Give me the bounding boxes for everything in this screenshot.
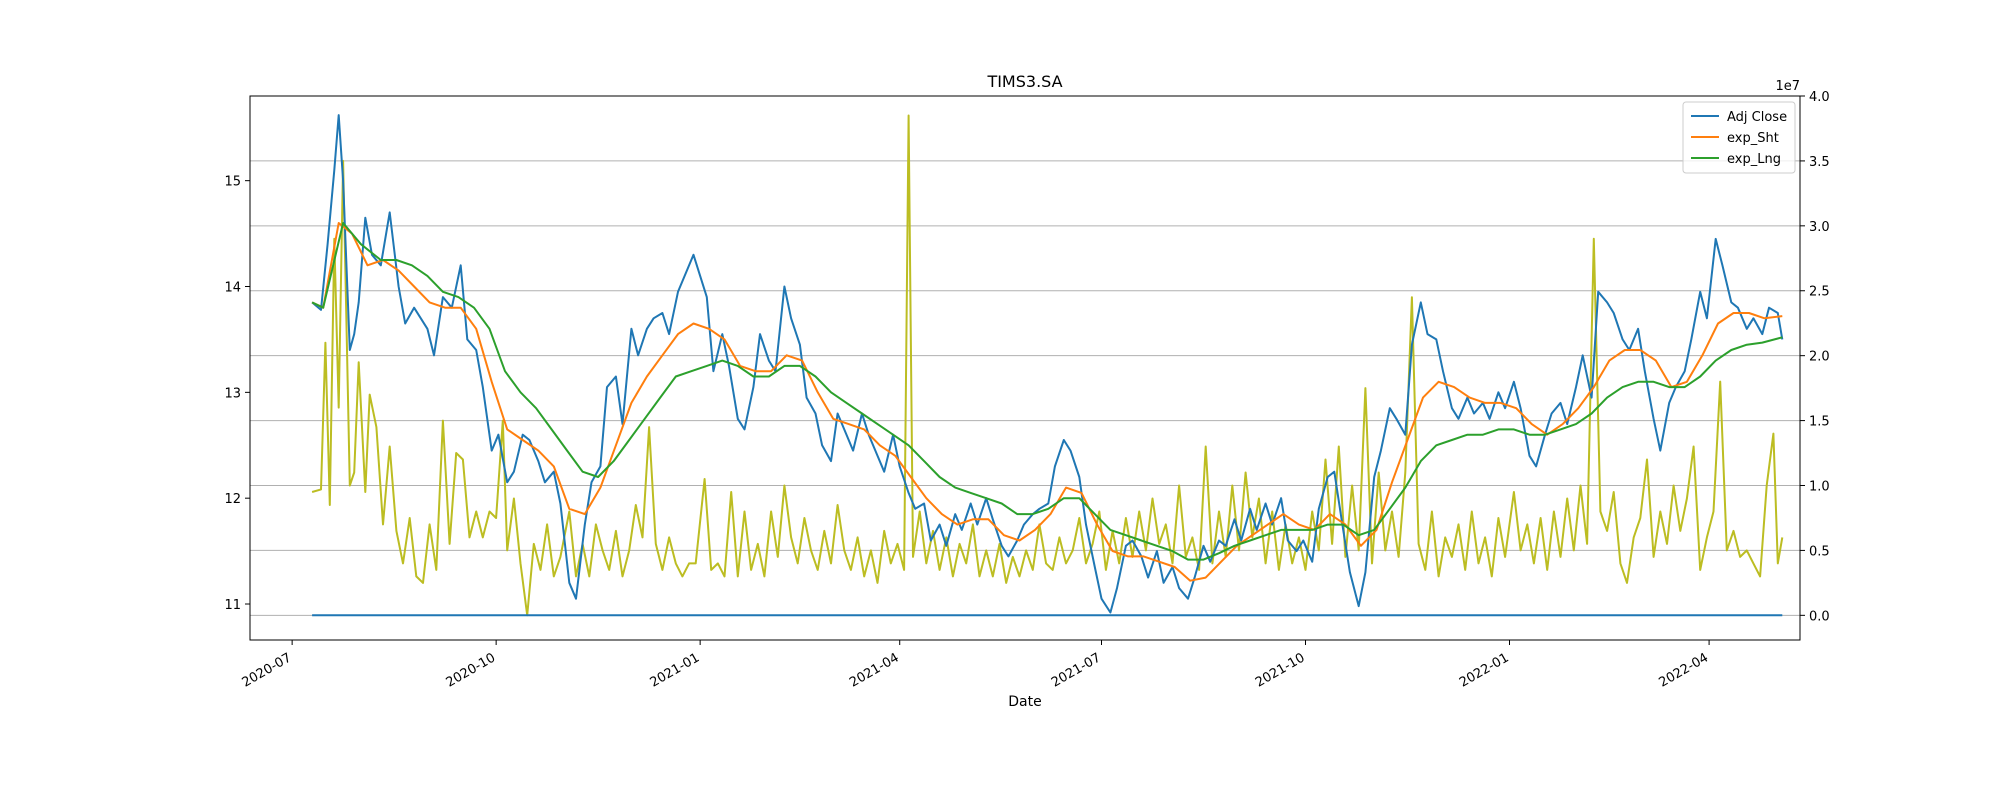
y-tick-label-12: 12 [224, 492, 241, 507]
y-tick-label-11: 11 [224, 598, 241, 613]
y2-tick-label-2.5: 2.5 [1809, 285, 1830, 300]
legend-label-adj-close: Adj Close [1727, 110, 1787, 125]
y2-tick-label-3.5: 3.5 [1809, 155, 1830, 170]
y-tick-label-15: 15 [224, 175, 241, 190]
legend-label-exp-lng: exp_Lng [1727, 152, 1781, 167]
y2-tick-label-4.0: 4.0 [1809, 90, 1830, 105]
y-tick-label-14: 14 [224, 281, 241, 296]
x-axis-label: Date [1008, 694, 1041, 710]
y2-tick-label-2.0: 2.0 [1809, 350, 1830, 365]
chart-title: TIMS3.SA [986, 72, 1062, 91]
y2-tick-label-0.0: 0.0 [1809, 609, 1830, 624]
plot-frame [249, 95, 1801, 641]
y2-axis-offset-label: 1e7 [1775, 79, 1800, 94]
series-line-exp-sht [311, 222, 1783, 582]
series-line-exp-lng [311, 222, 1783, 561]
y2-tick-label-1.5: 1.5 [1809, 415, 1830, 430]
y2-tick-label-3.0: 3.0 [1809, 220, 1830, 235]
y-tick-label-13: 13 [224, 386, 241, 401]
series-line-adj-close [311, 114, 1784, 614]
y2-tick-label-1.0: 1.0 [1809, 479, 1830, 494]
legend: Adj Close exp_Sht exp_Lng [1682, 101, 1796, 174]
series-layer [311, 114, 1784, 617]
grid-layer [250, 95, 1800, 616]
y2-tick-label-0.5: 0.5 [1809, 544, 1830, 559]
legend-box [1682, 101, 1796, 174]
legend-label-exp-sht: exp_Sht [1727, 131, 1779, 146]
